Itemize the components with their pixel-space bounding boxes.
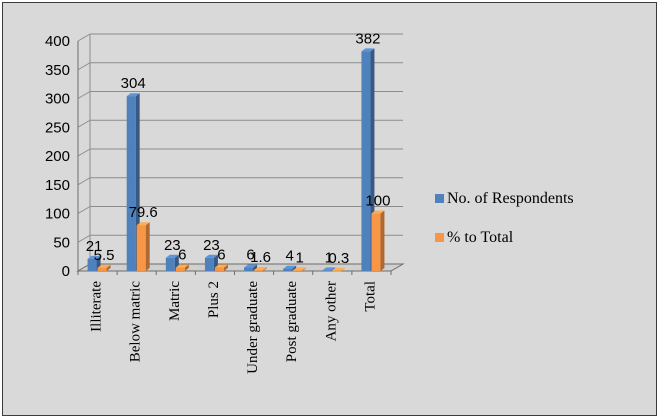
- x-tick-label: Illiterate: [89, 281, 105, 332]
- data-label-percent: 5.5: [94, 247, 115, 264]
- bar-respondents: [126, 96, 136, 271]
- gridline-depth: [77, 206, 91, 214]
- legend-swatch-respondents: [435, 194, 444, 203]
- bar-respondents: [87, 258, 97, 271]
- bar-respondents-side: [331, 267, 336, 271]
- bar-percent: [371, 213, 381, 271]
- bar-percent: [332, 270, 342, 272]
- x-tick-label: Plus 2: [206, 281, 222, 318]
- y-tick-label: 150: [45, 177, 70, 194]
- bar-percent-side: [380, 210, 385, 271]
- data-label-respondents: 6: [246, 247, 254, 264]
- bar-percent: [136, 225, 146, 271]
- bar-percent-side: [341, 267, 346, 271]
- gridline-depth: [77, 33, 91, 42]
- bar-percent: [293, 270, 303, 271]
- bar-percent-top: [254, 267, 268, 271]
- bar-respondents-top: [361, 48, 375, 52]
- data-label-percent: 1: [296, 249, 304, 266]
- bar-percent-top: [371, 210, 385, 214]
- bar-chart: 050100150200250300350400215.530479.62362…: [45, 30, 574, 374]
- x-tick-label: Any other: [323, 281, 339, 341]
- gridline-depth: [77, 62, 91, 71]
- legend-label-respondents: No. of Respondents: [447, 190, 574, 207]
- bar-percent-top: [293, 267, 307, 271]
- bar-percent-top: [175, 264, 189, 268]
- chart-frame: 0 50 100 150 200 250 300 350 400 21 5.5 304 79.6 23 6 2…: [2, 2, 657, 416]
- data-label-respondents: 23: [164, 237, 181, 254]
- bar-respondents: [165, 257, 175, 271]
- y-tick-label: 100: [45, 206, 70, 223]
- bar-respondents-side: [253, 264, 258, 271]
- bar-percent-top: [97, 264, 111, 268]
- bar-respondents-top: [165, 254, 179, 258]
- bar-respondents-top: [87, 255, 101, 259]
- data-label-respondents: 304: [121, 75, 146, 92]
- bar-respondents-top: [204, 254, 218, 258]
- x-tick-label: Below matric: [128, 281, 144, 363]
- data-label-respondents: 4: [286, 248, 294, 265]
- gridline-depth: [77, 234, 91, 243]
- data-label-respondents: 21: [86, 238, 103, 255]
- data-label-percent: 6: [178, 247, 186, 264]
- bar-respondents-top: [244, 264, 258, 268]
- bar-respondents: [361, 51, 371, 271]
- bar-percent-side: [302, 267, 307, 271]
- bar-percent-side: [145, 222, 150, 271]
- y-tick-label: 250: [45, 119, 70, 136]
- data-label-respondents: 23: [203, 237, 220, 254]
- data-label-percent: 0.3: [328, 250, 349, 267]
- data-label-percent: 79.6: [129, 204, 158, 221]
- y-tick-label: 0: [62, 263, 70, 280]
- bar-respondents-top: [322, 267, 336, 271]
- legend-label-percent: % to Total: [447, 229, 514, 246]
- bar-percent: [97, 267, 107, 271]
- gridline-depth: [77, 177, 91, 186]
- y-tick-label: 300: [45, 91, 70, 108]
- gridline-depth: [77, 91, 91, 99]
- bar-respondents: [204, 257, 214, 271]
- bar-percent: [254, 270, 264, 271]
- bar-percent-top: [332, 267, 346, 271]
- gridline-depth: [77, 119, 91, 128]
- data-label-percent: 100: [365, 193, 390, 210]
- data-label-respondents: 1: [325, 249, 333, 266]
- data-label-percent: 1.6: [250, 249, 271, 266]
- data-label-respondents: 382: [355, 30, 380, 47]
- bar-percent-top: [214, 264, 228, 268]
- x-tick-label: Under graduate: [245, 281, 261, 374]
- bar-respondents: [322, 270, 332, 271]
- bar-respondents: [244, 267, 254, 271]
- y-tick-label: 400: [45, 33, 70, 50]
- x-tick-label: Total: [362, 281, 378, 312]
- y-tick-label: 50: [53, 234, 70, 251]
- x-tick-label: Post graduate: [284, 281, 300, 363]
- bar-percent-top: [136, 222, 150, 226]
- y-tick-label: 350: [45, 62, 70, 79]
- data-label-percent: 6: [217, 247, 225, 264]
- bar-percent: [175, 267, 185, 271]
- y-tick-label: 200: [45, 148, 70, 165]
- bar-respondents-side: [292, 265, 297, 271]
- bar-respondents-top: [126, 93, 140, 97]
- bar-percent-side: [184, 264, 189, 271]
- bar-respondents: [283, 268, 293, 271]
- bar-percent-side: [223, 264, 228, 271]
- x-tick-label: Matric: [167, 281, 183, 321]
- legend-swatch-percent: [435, 233, 444, 242]
- bar-percent: [214, 267, 224, 271]
- bar-respondents-top: [283, 265, 297, 269]
- gridline-depth: [77, 148, 91, 157]
- bar-percent-side: [263, 267, 268, 271]
- bar-percent-side: [106, 264, 111, 271]
